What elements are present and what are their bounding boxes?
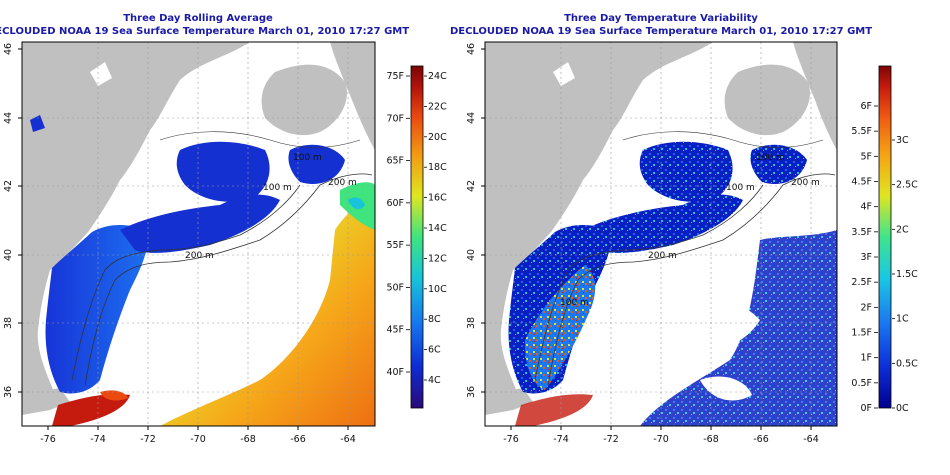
y-tick-left-46: 46 (3, 43, 14, 55)
colorbar-left-f-label-0: 75F (386, 71, 404, 82)
colorbar-right: 6F 5.5F 5F 4.5F 4F 3.5F 3F 2.5F 2F 1.5F 1F 0.5F 0F 3… (851, 65, 918, 414)
isobath-label-right-100m-a: 100 m (756, 153, 785, 163)
colorbar-right-c-label-2: 2C (896, 224, 909, 235)
colorbar-left-c-label-9: 6C (428, 345, 441, 356)
colorbar-left-c-label-6: 12C (428, 253, 447, 264)
sst-warm-left (160, 195, 375, 426)
isobath-label-200m-b: 200 m (185, 251, 214, 261)
x-tick-left-2: -74 (90, 434, 106, 445)
map-left: 100 m 100 m 200 m 200 m (22, 42, 375, 426)
x-tick-right-6: -66 (753, 434, 769, 445)
x-tick-right-3: -72 (603, 434, 619, 445)
colorbar-right-f-label-10: 1F (860, 353, 872, 364)
title-line1-left: Three Day Rolling Average (123, 13, 273, 24)
colorbar-right-c-label-5: 0.5C (896, 358, 918, 369)
isobath-label-right-200m-a: 200 m (791, 178, 820, 188)
x-tick-left-7: -64 (340, 434, 356, 445)
colorbar-right-f-label-11: 0.5F (851, 378, 872, 389)
isobath-label-100m-a: 100 m (293, 153, 322, 163)
x-tick-left-3: -72 (140, 434, 156, 445)
colorbar-left-c-label-1: 22C (428, 101, 447, 112)
colorbar-left: 75F 70F 65F 60F 55F 50F 45F 40F 24C 22C 20C 18C 16C… (386, 65, 447, 409)
colorbar-right-f-label-6: 3F (860, 252, 872, 263)
colorbar-left-f-label-7: 40F (386, 367, 404, 378)
y-tick-left-42: 42 (3, 180, 14, 192)
panel-left: Three Day Rolling Average DECLOUDED NOAA… (0, 13, 447, 445)
colorbar-left-c-label-5: 14C (428, 223, 447, 234)
colorbar-left-f-label-5: 50F (386, 282, 404, 293)
colorbar-right-f-label-2: 5F (860, 151, 872, 162)
x-tick-left-6: -66 (290, 434, 306, 445)
map-right: 100 m 100 m 200 m 200 m 100 m (485, 42, 837, 426)
colorbar-right-f-label-12: 0F (860, 403, 872, 414)
y-tick-left-40: 40 (3, 249, 14, 261)
x-tick-left-1: -76 (40, 434, 56, 445)
colorbar-left-c-label-10: 4C (428, 375, 441, 386)
x-tick-right-4: -70 (653, 434, 669, 445)
colorbar-left-c-label-8: 8C (428, 314, 441, 325)
y-tick-left-38: 38 (3, 317, 14, 329)
isobath-label-right-100m-b: 100 m (726, 183, 755, 193)
title-line2-right: DECLOUDED NOAA 19 Sea Surface Temperatur… (450, 26, 872, 37)
y-tick-right-44: 44 (466, 112, 477, 124)
title-line2-left: DECLOUDED NOAA 19 Sea Surface Temperatur… (0, 26, 409, 37)
colorbar-left-f-label-6: 45F (386, 325, 404, 336)
x-tick-right-1: -76 (503, 434, 519, 445)
x-tick-right-7: -64 (803, 434, 819, 445)
colorbar-left-f-label-4: 55F (386, 240, 404, 251)
colorbar-right-c-label-0: 3C (896, 135, 909, 146)
colorbar-right-f-label-9: 1.5F (851, 328, 872, 339)
colorbar-left-f-label-3: 60F (386, 198, 404, 209)
colorbar-left-c-label-0: 24C (428, 71, 447, 82)
colorbar-right-f-label-7: 2.5F (851, 277, 872, 288)
colorbar-left-c-label-7: 10C (428, 284, 447, 295)
colorbar-left-c-label-2: 20C (428, 132, 447, 143)
isobath-label-right-100m-c: 100 m (560, 298, 589, 308)
colorbar-left-f-label-1: 70F (386, 113, 404, 124)
title-line1-right: Three Day Temperature Variability (564, 13, 758, 24)
land-right (485, 42, 713, 400)
colorbar-right-f-label-1: 5.5F (851, 126, 872, 137)
panel-right: Three Day Temperature Variability DECLOU… (450, 13, 918, 445)
colorbar-left-f-label-2: 65F (386, 156, 404, 167)
y-tick-left-36: 36 (3, 386, 14, 398)
y-tick-right-36: 36 (466, 386, 477, 398)
x-tick-left-4: -70 (190, 434, 206, 445)
colorbar-right-f-label-3: 4.5F (851, 177, 872, 188)
y-tick-right-40: 40 (466, 249, 477, 261)
colorbar-right-c-label-6: 0C (896, 403, 909, 414)
colorbar-right-c-label-4: 1C (896, 314, 909, 325)
colorbar-right-f-label-8: 2F (860, 302, 872, 313)
y-tick-right-38: 38 (466, 317, 477, 329)
isobath-label-200m-a: 200 m (328, 178, 357, 188)
y-tick-right-42: 42 (466, 180, 477, 192)
land-left (22, 42, 250, 400)
sst-shelf-left (45, 225, 149, 394)
colorbar-right-f-label-4: 4F (860, 202, 872, 213)
colorbar-right-c-label-3: 1.5C (896, 269, 918, 280)
colorbar-left-c-label-3: 18C (428, 162, 447, 173)
colorbar-right-c-label-1: 2.5C (896, 180, 918, 191)
colorbar-right-f-label-5: 3.5F (851, 227, 872, 238)
y-tick-left-44: 44 (3, 112, 14, 124)
y-tick-right-46: 46 (466, 43, 477, 55)
x-tick-right-2: -74 (553, 434, 569, 445)
isobath-label-right-200m-b: 200 m (648, 251, 677, 261)
x-tick-right-5: -68 (703, 434, 719, 445)
x-tick-left-5: -68 (240, 434, 256, 445)
colorbar-right-f-label-0: 6F (860, 101, 872, 112)
isobath-label-100m-b: 100 m (263, 183, 292, 193)
colorbar-left-c-label-4: 16C (428, 193, 447, 204)
